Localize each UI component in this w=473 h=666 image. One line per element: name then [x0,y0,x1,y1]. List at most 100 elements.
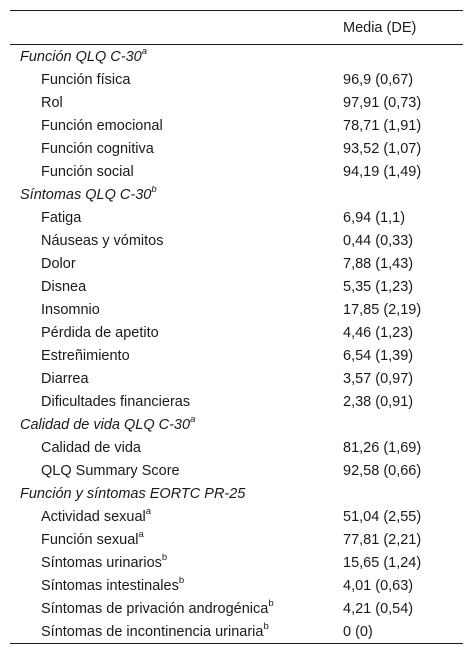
row-value: 51,04 (2,55) [343,508,422,525]
footnote-marker: b [161,551,168,563]
footnote-marker: a [190,413,196,425]
footnote-marker: a [145,505,152,517]
label-text: QLQ Summary Score [41,462,180,479]
section-label: Calidad de vida QLQ C-30a [10,413,343,433]
row-value: 7,88 (1,43) [343,255,414,272]
row-value: 92,58 (0,66) [343,462,422,479]
footnote-marker: a [141,45,147,57]
label-text: Síntomas de privación androgénica [41,600,269,617]
row-value: 96,9 (0,67) [343,71,414,88]
table-row: Actividad sexuala 51,04 (2,55) [10,505,463,528]
table-row: Pérdida de apetito 4,46 (1,23) [10,321,463,344]
row-label: Dificultades financieras [10,394,343,410]
row-label: Rol [10,95,343,111]
label-text: Función emocional [41,117,163,134]
row-label: QLQ Summary Score [10,463,343,479]
label-text: Estreñimiento [41,347,130,364]
label-text: Rol [41,94,63,111]
row-value: 77,81 (2,21) [343,531,422,548]
row-value: 0 (0) [343,623,373,640]
label-text: Síntomas de incontinencia urinaria [41,623,264,640]
footnote-marker: b [268,597,274,609]
table-row: Dolor 7,88 (1,43) [10,252,463,275]
table-row: Función cognitiva 93,52 (1,07) [10,137,463,160]
section-row: Síntomas QLQ C-30b [10,183,463,206]
row-label: Pérdida de apetito [10,325,343,341]
footnote-marker: a [138,528,144,540]
section-row: Función QLQ C-30a [10,45,463,68]
label-text: Dolor [41,255,76,272]
row-label: Fatiga [10,210,343,226]
table-row: Función sexuala 77,81 (2,21) [10,528,463,551]
row-label: Calidad de vida [10,440,343,456]
row-label: Síntomas de privación androgénicab [10,597,343,617]
label-text: Función social [41,163,134,180]
table-row: QLQ Summary Score 92,58 (0,66) [10,459,463,482]
row-value: 6,54 (1,39) [343,347,414,364]
table-row: Síntomas de incontinencia urinariab 0 (0) [10,620,463,643]
label-text: Dificultades financieras [41,393,191,410]
row-label: Diarrea [10,371,343,387]
row-label: Náuseas y vómitos [10,233,343,249]
footnote-marker: b [151,183,157,195]
label-text: Pérdida de apetito [41,324,159,341]
table-body: Función QLQ C-30a Función física 96,9 (0,6… [10,45,463,643]
table-row: Calidad de vida 81,26 (1,69) [10,436,463,459]
table-row: Función física 96,9 (0,67) [10,68,463,91]
label-text: Síntomas urinarios [41,554,162,571]
row-label: Actividad sexuala [10,505,343,524]
table-row: Síntomas de privación androgénicab 4,21 (… [10,597,463,620]
row-value: 78,71 (1,91) [343,117,422,134]
row-value: 17,85 (2,19) [343,301,422,318]
label-text: Síntomas intestinales [41,577,179,594]
table-row: Rol 97,91 (0,73) [10,91,463,114]
row-value: 0,44 (0,33) [343,232,414,249]
row-value: 4,46 (1,23) [343,324,414,341]
row-label: Síntomas intestinalesb [10,574,343,594]
row-value: 5,35 (1,23) [343,278,414,295]
row-label: Estreñimiento [10,348,343,364]
table-row: Diarrea 3,57 (0,97) [10,367,463,390]
table-row: Insomnio 17,85 (2,19) [10,298,463,321]
label-text: Función QLQ C-30 [20,48,142,65]
label-text: Función física [41,71,131,88]
label-text: Función sexual [41,531,139,548]
table-row: Síntomas urinariosb 15,65 (1,24) [10,551,463,574]
header-value-cell: Media (DE) [343,19,417,36]
footnote-marker: b [263,620,269,632]
table-row: Función emocional 78,71 (1,91) [10,114,463,137]
row-value: 81,26 (1,69) [343,439,422,456]
table-row: Fatiga 6,94 (1,1) [10,206,463,229]
row-value: 15,65 (1,24) [343,554,422,571]
row-value: 93,52 (1,07) [343,140,422,157]
table-row: Disnea 5,35 (1,23) [10,275,463,298]
table-header-row: Media (DE) [10,11,463,45]
row-label: Insomnio [10,302,343,318]
section-label: Función QLQ C-30a [10,45,343,65]
label-text: Función cognitiva [41,140,154,157]
table-row: Función social 94,19 (1,49) [10,160,463,183]
section-label: Función y síntomas EORTC PR-25 [10,486,343,502]
row-label: Función cognitiva [10,141,343,157]
results-table: Media (DE) Función QLQ C-30a Función físi… [10,10,463,644]
label-text: Disnea [41,278,87,295]
label-text: Calidad de vida [41,439,141,456]
label-text: Náuseas y vómitos [41,232,164,249]
row-label: Función sexuala [10,528,343,548]
row-label: Función social [10,164,343,180]
footnote-marker: b [178,574,185,586]
row-label: Función física [10,72,343,88]
label-text: Calidad de vida QLQ C-30 [20,416,191,433]
table-row: Estreñimiento 6,54 (1,39) [10,344,463,367]
row-value: 4,01 (0,63) [343,577,414,594]
table-row: Náuseas y vómitos 0,44 (0,33) [10,229,463,252]
row-label: Disnea [10,279,343,295]
section-row: Calidad de vida QLQ C-30a [10,413,463,436]
row-value: 3,57 (0,97) [343,370,414,387]
row-value: 94,19 (1,49) [343,163,422,180]
row-label: Dolor [10,256,343,272]
label-text: Fatiga [41,209,82,226]
row-value: 2,38 (0,91) [343,393,414,410]
label-text: Síntomas QLQ C-30 [20,186,152,203]
label-text: Insomnio [41,301,100,318]
